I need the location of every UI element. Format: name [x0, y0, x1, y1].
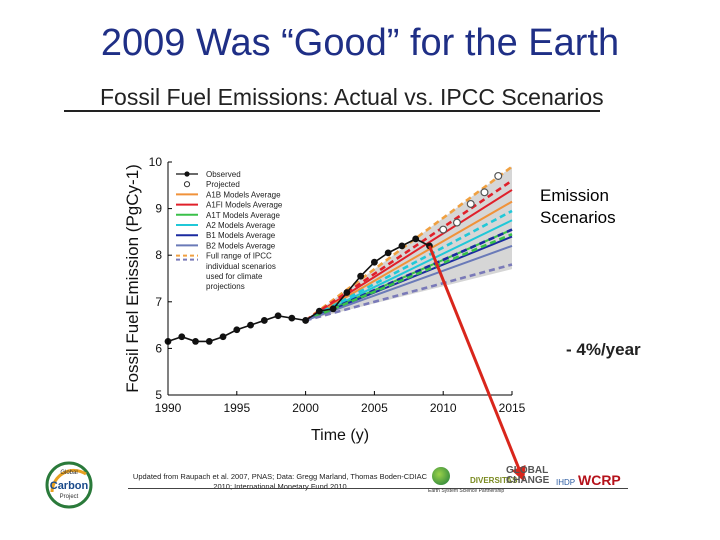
projected-point-2013 — [480, 188, 489, 197]
legend-label-9: individual scenarios — [206, 262, 276, 271]
title-divider — [64, 110, 600, 112]
legend-label-4: A1T Models Average — [206, 211, 281, 220]
legend-label-6: B1 Models Average — [206, 231, 276, 240]
global-change-logo-line-2: CHANGE — [506, 475, 550, 486]
legend-label-5: A2 Models Average — [206, 221, 276, 230]
annotation-line-2: Scenarios — [540, 208, 616, 227]
scenario-line-6 — [304, 165, 513, 322]
global-change-logo: GLOBAL CHANGE — [506, 466, 549, 486]
observed-point-2002 — [329, 305, 337, 313]
legend-marker-0 — [184, 171, 190, 177]
scenario-line-9 — [305, 228, 513, 322]
gcp-logo-text-global: Global — [60, 470, 77, 476]
wcrp-logo: WCRP — [578, 472, 621, 488]
emission-scenarios-annotation: Emission Scenarios — [540, 185, 616, 229]
footer-divider — [128, 488, 628, 489]
projected-point-2011 — [452, 218, 461, 227]
legend-label-10: used for climate — [206, 272, 263, 281]
observed-point-2005 — [371, 258, 378, 266]
y-axis-title: Fossil Fuel Emission (PgCy-1) — [123, 164, 142, 393]
projected-point-2012 — [466, 199, 475, 208]
gcp-logo-text-project: Project — [60, 494, 79, 500]
scenario-line-10 — [305, 233, 513, 322]
observed-point-2001 — [315, 307, 323, 315]
scenario-line-8 — [304, 209, 513, 322]
projected-point-2014 — [494, 171, 503, 180]
chart-title: Fossil Fuel Emissions: Actual vs. IPCC S… — [100, 84, 604, 110]
rate-annotation: - 4%/year — [566, 340, 641, 359]
projected-point-2010 — [439, 225, 448, 234]
observed-point-2008 — [412, 235, 420, 243]
x-tick-label-2015: 2015 — [499, 401, 526, 415]
x-tick-label-2000: 2000 — [292, 401, 319, 415]
observed-point-1999 — [288, 314, 296, 322]
y-tick-label-7: 7 — [155, 295, 162, 309]
observed-point-2007 — [398, 242, 406, 250]
observed-point-1995 — [233, 326, 241, 334]
footer-credit-line-2: 2010; International Monetary Fund 2010 — [213, 482, 347, 491]
y-tick-label-5: 5 — [155, 388, 162, 402]
observed-point-1996 — [247, 321, 254, 329]
observed-point-1991 — [178, 333, 186, 341]
observed-point-2006 — [384, 249, 392, 257]
observed-point-2003 — [343, 289, 351, 296]
scenario-line-5 — [305, 244, 513, 322]
esp-logo-label: Earth System Science Partnership — [428, 488, 505, 494]
observed-point-1992 — [192, 338, 199, 345]
observed-point-1993 — [205, 338, 213, 345]
legend-label-8: Full range of IPCC — [206, 252, 272, 261]
x-tick-label-1995: 1995 — [223, 401, 250, 415]
gcp-logo-text-carbon: Carbon — [50, 480, 89, 492]
legend-label-7: B2 Models Average — [206, 241, 276, 250]
ihdp-logo: IHDP — [556, 478, 576, 487]
legend-label-1: Projected — [206, 180, 240, 189]
x-tick-label-2005: 2005 — [361, 401, 388, 415]
scenario-line-7 — [304, 179, 513, 322]
legend-label-3: A1FI Models Average — [206, 201, 283, 210]
observed-point-1998 — [274, 312, 282, 320]
scenario-line-11 — [305, 263, 513, 322]
global-carbon-project-logo: Global Carbon Project — [45, 461, 93, 509]
legend-label-11: projections — [206, 282, 245, 291]
x-axis-title: Time (y) — [311, 427, 369, 444]
legend-marker-1 — [183, 181, 191, 188]
observed-point-1997 — [260, 317, 268, 324]
annotation-line-1: Emission — [540, 186, 609, 205]
observed-point-2000 — [302, 317, 309, 324]
global-change-logo-line-1: GLOBAL — [506, 465, 549, 476]
x-tick-label-1990: 1990 — [155, 401, 182, 415]
x-tick-label-2010: 2010 — [430, 401, 457, 415]
footer-credit-line-1: Updated from Raupach et al. 2007, PNAS; … — [132, 472, 428, 481]
y-tick-label-9: 9 — [155, 202, 162, 216]
esp-logo-icon — [432, 467, 450, 485]
observed-point-1994 — [219, 333, 227, 341]
diversitas-logo: DIVERSITAS — [470, 476, 518, 485]
y-tick-label-10: 10 — [149, 155, 163, 169]
footer-credit: Updated from Raupach et al. 2007, PNAS; … — [130, 472, 430, 492]
slide-title: 2009 Was “Good” for the Earth — [100, 22, 620, 64]
y-tick-label-8: 8 — [155, 248, 162, 262]
legend-label-0: Observed — [206, 170, 241, 179]
y-tick-label-6: 6 — [155, 341, 162, 355]
observed-point-2004 — [357, 272, 365, 280]
scenario-line-2 — [305, 219, 513, 322]
decline-trend-arrow — [428, 245, 526, 482]
legend-label-2: A1B Models Average — [206, 190, 281, 199]
